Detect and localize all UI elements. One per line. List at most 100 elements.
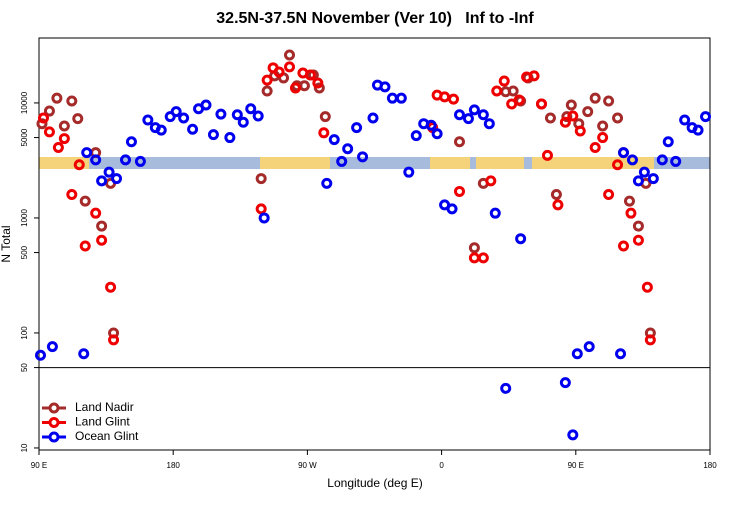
y-tick-label: 5000 (20, 128, 29, 146)
data-point (612, 112, 624, 124)
data-point (410, 130, 422, 142)
data-point (491, 85, 503, 97)
data-point (425, 119, 437, 131)
chart-title: 32.5N-37.5N November (Ver 10) Inf to -In… (216, 10, 534, 27)
data-point (258, 212, 270, 224)
data-point (312, 77, 324, 89)
x-tick-label: 90 E (31, 461, 47, 470)
data-point (43, 105, 55, 117)
x-tick-label: 90 W (298, 461, 317, 470)
data-point (561, 111, 573, 123)
data-point (319, 111, 331, 123)
legend-label: Ocean Glint (75, 429, 139, 443)
y-tick-label: 1000 (20, 208, 29, 226)
data-point (448, 93, 460, 105)
data-point (96, 234, 108, 246)
data-point (142, 114, 154, 126)
data-point (58, 133, 70, 145)
data-point (318, 127, 330, 139)
data-point (567, 429, 579, 441)
data-point (224, 132, 236, 144)
data-point (603, 95, 615, 107)
data-point (58, 120, 70, 132)
data-point (103, 166, 115, 178)
land-strip (260, 157, 330, 169)
data-point (626, 154, 638, 166)
data-point (638, 166, 650, 178)
data-point (453, 136, 465, 148)
data-point (119, 154, 131, 166)
data-point (625, 207, 637, 219)
data-point (313, 82, 325, 94)
data-point (670, 155, 682, 167)
data-point (615, 348, 627, 360)
data-point (528, 70, 540, 82)
data-point (483, 118, 495, 130)
data-point (589, 141, 601, 153)
data-point (700, 111, 712, 123)
data-point (656, 154, 668, 166)
land-strip (476, 157, 524, 169)
data-point (215, 108, 227, 120)
data-point (597, 132, 609, 144)
y-tick-label: 50 (20, 363, 29, 372)
data-point (255, 203, 267, 215)
data-point (583, 341, 595, 353)
land-strip (532, 157, 654, 169)
y-tick-label: 500 (20, 245, 29, 259)
data-point (597, 120, 609, 132)
data-point (52, 141, 64, 153)
data-point (485, 175, 497, 187)
y-tick-label: 100 (20, 326, 29, 340)
x-tick-label: 180 (703, 461, 717, 470)
data-point (632, 220, 644, 232)
data-point (284, 61, 296, 73)
data-point (108, 334, 120, 346)
data-point (567, 110, 579, 122)
x-tick-label: 90 E (568, 461, 584, 470)
legend-marker (48, 417, 60, 428)
data-point (46, 341, 58, 353)
data-point (255, 173, 267, 185)
x-axis-label: Longitude (deg E) (327, 476, 422, 490)
data-point (155, 124, 167, 136)
data-point (237, 116, 249, 128)
data-point (342, 143, 354, 155)
x-tick-label: 180 (167, 461, 181, 470)
data-point (134, 155, 146, 167)
data-point (357, 151, 369, 163)
data-point (284, 49, 296, 61)
data-point (111, 173, 123, 185)
data-point (51, 92, 63, 104)
x-tick-label: 0 (439, 461, 444, 470)
data-point (550, 188, 562, 200)
data-point (187, 123, 199, 135)
data-point (662, 136, 674, 148)
data-point (641, 281, 653, 293)
legend-marker (48, 431, 60, 443)
legend-label: Land Nadir (75, 400, 134, 414)
y-axis-label: N Total (0, 225, 13, 262)
y-tick-label: 10 (20, 443, 29, 452)
data-point (34, 349, 46, 361)
data-point (498, 75, 510, 87)
data-point (489, 207, 501, 219)
data-point (252, 110, 264, 122)
data-point (66, 188, 78, 200)
data-point (513, 94, 525, 106)
data-point (73, 159, 85, 171)
map-strip (39, 157, 710, 169)
data-point (536, 98, 548, 110)
data-point (336, 155, 348, 167)
data-point (431, 128, 443, 140)
data-point (79, 240, 91, 252)
data-point (603, 188, 615, 200)
data-point (477, 252, 489, 264)
data-point (446, 203, 458, 215)
data-point (90, 207, 102, 219)
data-point (403, 166, 415, 178)
data-point (571, 348, 583, 360)
data-point (289, 82, 301, 94)
data-point (96, 220, 108, 232)
data-point (544, 112, 556, 124)
